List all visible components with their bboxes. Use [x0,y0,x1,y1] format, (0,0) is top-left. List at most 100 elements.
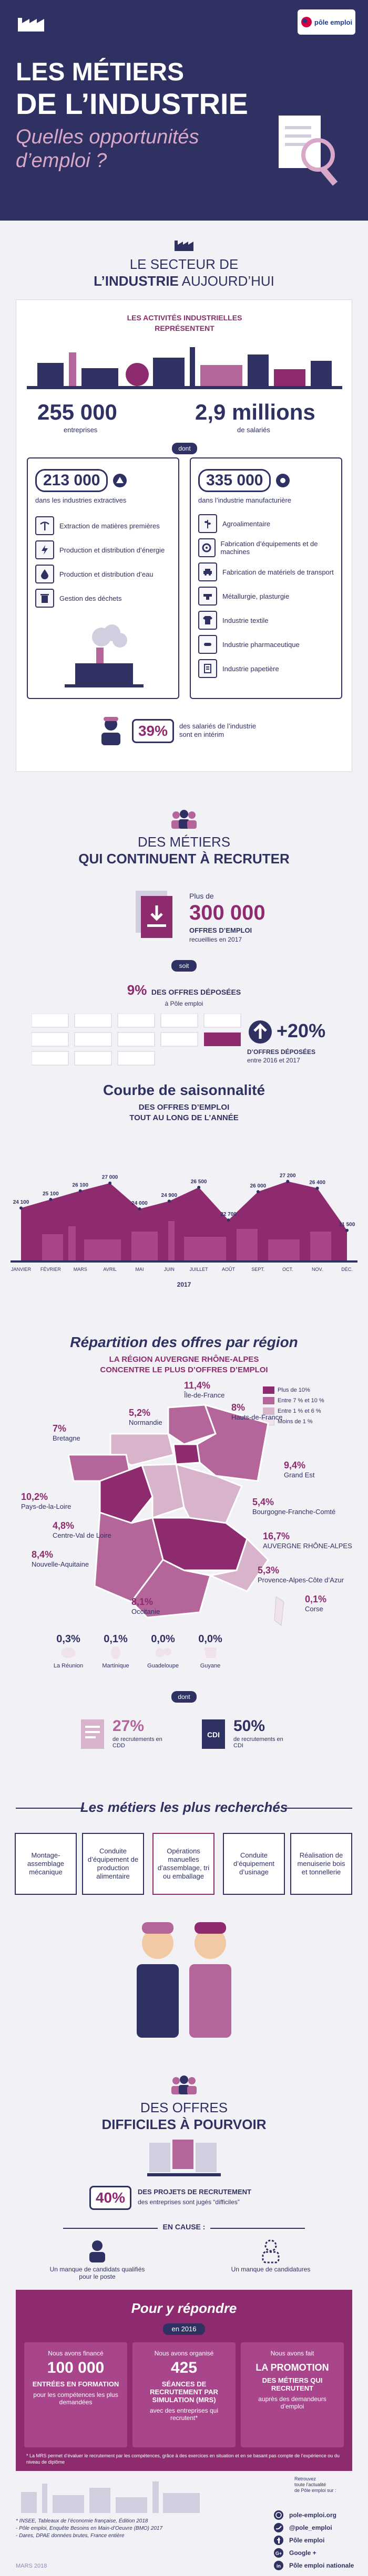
publication-date: MARS 2018 [16,2563,47,2569]
mining-icon [113,474,127,487]
share-value: 9% [127,982,147,998]
region-value: 0,1% [305,1594,327,1604]
social-link-label: pole-emploi.org [289,2511,336,2519]
region-value: 5,3% [258,1565,280,1576]
legend-swatch [263,1386,274,1394]
chart-data-label: 27 200 [280,1173,296,1179]
response-card: Pour y répondre en 2016 Nous avons finan… [16,2290,352,2471]
divider [210,2228,305,2229]
list-item: Fabrication d’équipements et de machines [198,538,335,557]
page-subtitle-line2: d’emploi ? [16,150,107,172]
svg-text:in: in [277,2563,281,2569]
region-name: Pays-de-la-Loire [21,1503,71,1510]
metier-card: Opérations manuelles d’assemblage, tri o… [152,1833,214,1895]
list-item: Industrie papetière [198,659,335,678]
legend-label: Moins de 1 % [278,1419,313,1425]
region-value: 11,4% [184,1380,211,1391]
interim-value-badge: 39% [132,719,174,743]
cog-icon [198,538,216,557]
legend-label: Plus de 10% [278,1387,310,1393]
region-value: 5,2% [129,1407,151,1418]
cdi-label: de recrutements en CDI [233,1736,283,1749]
person-absent-icon [262,2239,280,2264]
dom-martinique: 0,1% Martinique [100,1633,131,1669]
sector-title-line2: L’INDUSTRIE AUJOURD’HUI [0,273,368,289]
chart-data-label: 26 400 [309,1180,325,1186]
manufacturing-item-label: Fabrication d’équipements et de machines [220,540,318,556]
divider [16,1808,84,1809]
extractive-item-label: Production et distribution d’énergie [59,546,165,554]
region-label-bourgogne-franche-comte: 5,4% Bourgogne-Franche-Comté [252,1497,335,1516]
list-item: Agroalimentaire [198,514,335,533]
island-shape [61,1647,76,1658]
response-col: Nous avons financé 100 000 ENTRÉES EN FO… [24,2342,127,2447]
chart-tick-label: JANVIER [11,1267,32,1272]
difficult-pct-value: 40% [95,2189,126,2206]
response-desc: auprès des demandeurs d’emploi [258,2395,326,2410]
page-title-line1: LES MÉTIERS [16,58,185,86]
difficult-pct-label-line2: des entreprises sont jugés “difficiles” [138,2198,240,2206]
region-name: Normandie [129,1419,162,1426]
sector-card: LES ACTIVITÉS INDUSTRIELLES REPRÉSENTENT… [16,299,352,772]
manufacturing-value: 335 000 [198,469,271,492]
region-provence-alpes-cote-dazur [207,1537,269,1592]
social-link-linkedin[interactable]: in Pôle emploi nationale [273,2560,354,2571]
social-link-twitter[interactable]: @pole_emploi [273,2522,354,2533]
chart-tick-label: FÉVRIER [40,1267,62,1272]
region-ile-de-france [172,1443,201,1465]
divider [284,1808,352,1809]
chart-tick-label: JUILLET [190,1267,209,1272]
sources-line: - Pôle emploi, Enquête Besoins en Main-d… [16,2526,163,2531]
pickaxe-icon [35,516,54,535]
chart-point [49,1197,53,1201]
response-value: LA PROMOTION [255,2362,329,2373]
social-link-website[interactable]: pole-emploi.org [273,2510,354,2520]
response-title: Pour y répondre [131,2300,237,2316]
cdd-value: 27% [113,1717,145,1735]
cdi-value: 50% [233,1717,265,1735]
social-link-facebook[interactable]: Pôle emploi [273,2535,354,2546]
factory-silhouette [42,1221,331,1260]
region-pays-de-la-loire [99,1464,154,1524]
cause-right: Un manque de candidatures [231,2266,311,2273]
difficult-pct-label-line1: DES PROJETS DE RECRUTEMENT [138,2188,251,2196]
page-subtitle-line1: Quelles opportunités [16,126,199,148]
response-head: SÉANCES DE RECRUTEMENT PAR SIMULATION (M… [150,2380,218,2404]
paper-roll-icon [198,659,217,678]
region-value: 5,4% [252,1497,274,1507]
region-value: 10,2% [21,1492,48,1502]
chart-data-label: 27 000 [102,1175,118,1181]
chart-point [78,1189,82,1193]
chart-baseline [11,1260,357,1263]
extractive-label: dans les industries extractives [35,496,127,504]
factory-smoke-illustration [65,624,144,687]
chart-point [315,1186,319,1190]
recruit-section: DES MÉTIERS QUI CONTINUENT À RECRUTER Pl… [0,804,368,1077]
pole-emploi-logo[interactable]: pôle emploi [298,9,355,35]
globe-icon [274,2510,283,2520]
dom-name: Martinique [102,1663,129,1669]
response-footnote: * La MRS permet d’évaluer le recrutement… [26,2453,340,2465]
region-label-grand-est: 9,4% Grand Est [284,1460,315,1479]
response-head: ENTRÉES EN FORMATION [32,2380,119,2388]
factory-icon [18,18,44,32]
dom-value: 0,1% [104,1633,128,1645]
legend-item: Moins de 1 % [263,1418,324,1425]
region-name: Corse [305,1605,323,1613]
list-item: Industrie pharmaceutique [198,635,335,654]
cdd-document-icon [81,1719,104,1749]
interim-label: des salariés de l’industrie sont en inté… [179,722,256,738]
region-name: Bretagne [53,1434,80,1442]
pill-icon [198,635,217,654]
region-value: 16,7% [263,1531,290,1541]
metier-card: Conduite d’équipement de production alim… [82,1833,144,1895]
footer-section: * INSEE, Tableaux de l’économie français… [0,2476,368,2576]
manufacturing-item-label: Fabrication de matériels de transport [222,568,334,576]
regions-subtitle-line1: LA RÉGION AUVERGNE RHÔNE-ALPES [109,1355,259,1364]
list-item: Métallurgie, plasturgie [198,587,335,606]
contact-label-line2: toute l’actualité [294,2482,326,2487]
list-item: Extraction de matières premières [35,516,172,535]
social-link-google-plus[interactable]: G+ Google + [273,2548,354,2558]
response-value: 100 000 [47,2359,105,2376]
sector-title-line1: LE SECTEUR DE [129,256,239,272]
